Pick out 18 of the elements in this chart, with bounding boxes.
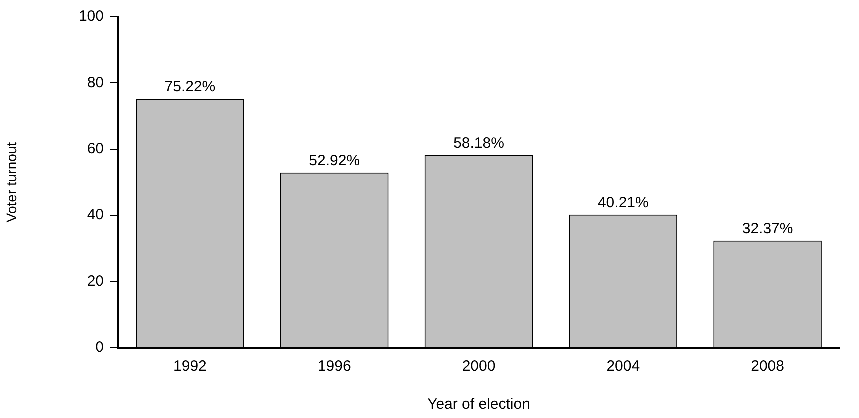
x-tick-label: 1996 [318, 358, 352, 376]
y-tick-label: 20 [87, 272, 104, 290]
y-tick-label: 80 [87, 74, 104, 92]
data-label: 52.92% [309, 152, 360, 170]
y-tick-label: 40 [87, 206, 104, 224]
data-label: 58.18% [454, 135, 504, 152]
y-axis-title: Voter turnout [3, 142, 20, 223]
x-tick-label: 2000 [462, 358, 496, 376]
data-label: 40.21% [598, 194, 649, 212]
y-tick-label: 60 [87, 140, 104, 158]
data-label: 75.22% [164, 78, 216, 96]
x-tick-label: 1992 [174, 358, 207, 376]
x-axis-title: Year of election [428, 396, 530, 414]
y-tick-label: 0 [96, 339, 104, 356]
y-tick-label: 100 [78, 8, 104, 26]
x-tick-label: 2008 [751, 358, 784, 376]
data-label: 32.37% [742, 220, 794, 238]
x-tick-label: 2004 [606, 358, 640, 376]
